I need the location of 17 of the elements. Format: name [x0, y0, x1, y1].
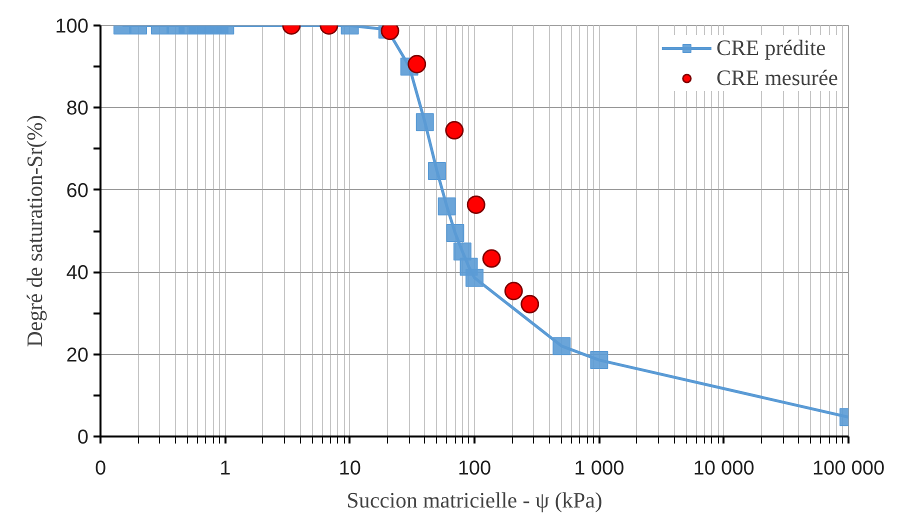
y-tick-label: 40	[66, 262, 89, 284]
x-tick-label: 1	[220, 458, 231, 480]
y-tick-label: 0	[77, 426, 88, 448]
x-tick-label: 10 000	[693, 458, 754, 480]
y-tick-label: 60	[66, 180, 89, 202]
y-axis-title: Degré de saturation-Sr(%)	[22, 114, 48, 348]
legend-label: CRE mesurée	[716, 65, 838, 91]
x-axis-title: Succion matricielle - ψ (kPa)	[346, 488, 602, 512]
x-tick-label: 100 000	[812, 458, 885, 480]
x-tick-label: 1 000	[574, 458, 624, 480]
y-tick-label: 80	[66, 98, 89, 120]
x-tick-label: 100	[458, 458, 492, 480]
legend-label: CRE prédite	[716, 35, 826, 61]
y-tick-label: 100	[55, 16, 89, 38]
y-tick-label: 20	[66, 344, 89, 366]
x-tick-label: 0	[94, 458, 106, 480]
x-tick-label: 10	[338, 458, 361, 480]
